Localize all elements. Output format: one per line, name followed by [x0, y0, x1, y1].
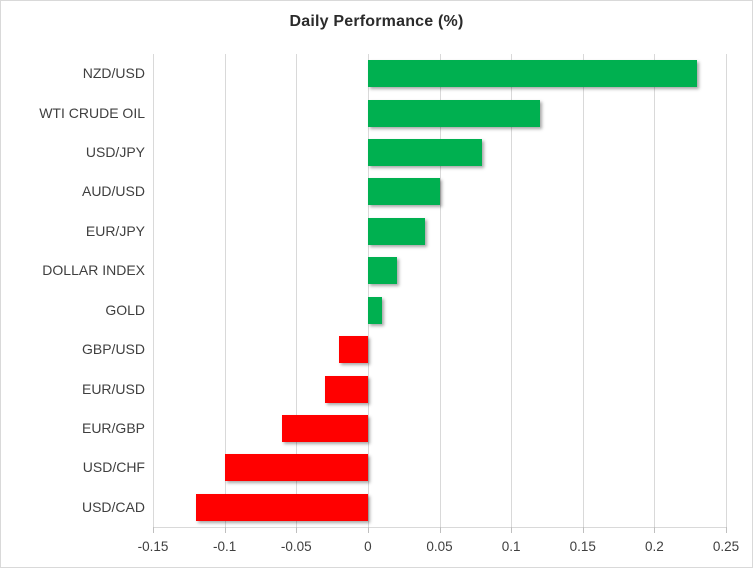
- x-axis-tick-label: 0.15: [569, 539, 596, 554]
- bar-dollar-index: [367, 257, 397, 285]
- bar-eur-jpy: [367, 217, 426, 245]
- bar-usd-cad: [195, 493, 368, 521]
- x-axis-tick-label: 0.2: [644, 539, 664, 554]
- category-label-eur-jpy: EUR/JPY: [85, 222, 145, 239]
- x-tick-mark: [654, 527, 656, 533]
- x-axis-tick-label: 0.1: [501, 539, 521, 554]
- gridline-0.15: [582, 54, 584, 527]
- bar-eur-gbp: [281, 414, 368, 442]
- x-tick-mark: [439, 527, 441, 533]
- category-label-usd-cad: USD/CAD: [81, 498, 145, 515]
- gridline-0.05: [439, 54, 441, 527]
- gridline-0: [367, 54, 369, 527]
- category-label-usd-jpy: USD/JPY: [85, 144, 145, 161]
- category-label-gbp-usd: GBP/USD: [81, 341, 145, 358]
- bar-usd-chf: [224, 454, 368, 482]
- bar-usd-jpy: [367, 139, 483, 167]
- bar-gbp-usd: [339, 336, 368, 364]
- bar-nzd-usd: [367, 60, 698, 88]
- gridline-0.2: [654, 54, 656, 527]
- x-axis-tick-label: -0.05: [280, 539, 312, 554]
- category-label-usd-chf: USD/CHF: [82, 459, 145, 476]
- x-tick-mark: [153, 527, 154, 533]
- x-axis-tick-label: 0: [364, 539, 372, 554]
- category-label-wti-crude-oil: WTI CRUDE OIL: [39, 104, 145, 121]
- gridline--0.15: [153, 54, 154, 527]
- bar-eur-usd: [324, 375, 368, 403]
- x-tick-mark: [511, 527, 513, 533]
- x-tick-mark: [367, 527, 369, 533]
- category-label-aud-usd: AUD/USD: [81, 183, 145, 200]
- bar-aud-usd: [367, 178, 440, 206]
- gridline-0.1: [511, 54, 513, 527]
- x-tick-mark: [224, 527, 226, 533]
- x-axis-tick-label: -0.15: [137, 539, 169, 554]
- category-label-dollar-index: DOLLAR INDEX: [42, 262, 145, 279]
- bar-wti-crude-oil: [367, 99, 540, 127]
- x-tick-mark: [582, 527, 584, 533]
- category-label-nzd-usd: NZD/USD: [82, 65, 145, 82]
- bar-gold: [367, 296, 383, 324]
- x-axis-tick-label: 0.25: [712, 539, 740, 554]
- chart-title: Daily Performance (%): [289, 13, 464, 30]
- gridline--0.1: [224, 54, 226, 527]
- gridline-0.25: [726, 54, 727, 527]
- category-label-gold: GOLD: [105, 301, 145, 318]
- plot-area: [153, 54, 727, 527]
- gridline--0.05: [296, 54, 298, 527]
- x-axis-tick-label: 0.05: [426, 539, 453, 554]
- category-label-eur-gbp: EUR/GBP: [81, 419, 145, 436]
- category-label-eur-usd: EUR/USD: [81, 380, 145, 397]
- x-axis-tick-label: -0.1: [212, 539, 237, 554]
- x-tick-mark: [726, 527, 727, 533]
- x-tick-mark: [296, 527, 298, 533]
